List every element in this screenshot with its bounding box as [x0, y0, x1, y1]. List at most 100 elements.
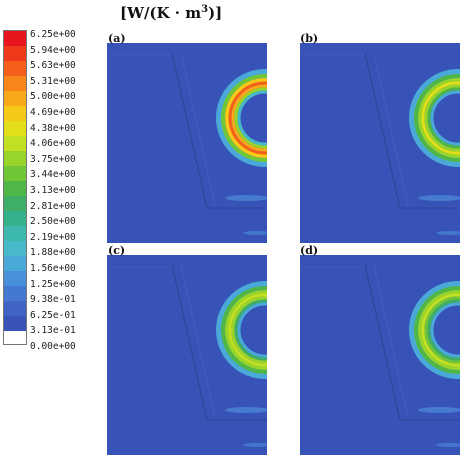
contour-ring [421, 81, 460, 155]
contour-ring [424, 296, 460, 364]
contour-ring [409, 281, 460, 379]
colorbar-segment [4, 256, 26, 271]
colorbar-segment [4, 76, 26, 91]
contour-ring [418, 78, 460, 158]
colorbar-segment [4, 211, 26, 226]
contour-ring [430, 302, 460, 358]
colorbar-tick-label: 6.25e-01 [30, 309, 76, 321]
colorbar-tick-label: 0.00e+00 [30, 341, 76, 352]
colorbar-tick-label: 1.25e+00 [30, 278, 76, 290]
contour-ring [430, 90, 460, 146]
contour-ring [221, 286, 267, 374]
fin-edge-line [364, 52, 401, 209]
colorbar-tick-label: 5.94e+00 [30, 44, 76, 56]
bottom-streak [436, 231, 460, 235]
colorbar-segment [4, 31, 26, 46]
colorbar-segment [4, 106, 26, 121]
panel-a [107, 43, 267, 243]
bottom-streak [436, 443, 460, 447]
fin-edge-line [180, 264, 216, 418]
panel-label-d: (d) [300, 244, 319, 257]
colorbar-segment [4, 241, 26, 256]
contour-ring [228, 293, 267, 367]
panel-d [300, 255, 460, 455]
colorbar-segment [4, 136, 26, 151]
tube-interior [241, 94, 267, 142]
colorbar-segment [4, 226, 26, 241]
colorbar-segment [4, 151, 26, 166]
colorbar-segment [4, 271, 26, 286]
contour-field [107, 43, 267, 243]
contour-ring [418, 290, 460, 370]
contour-ring [221, 74, 267, 162]
colorbar-tick-label: 2.81e+00 [30, 200, 76, 212]
colorbar-segment [4, 301, 26, 316]
colorbar-tick-label: 3.13e-01 [30, 325, 76, 337]
contour-ring [427, 299, 460, 361]
colorbar-tick-label: 1.88e+00 [30, 247, 76, 259]
contour-field [107, 255, 267, 455]
contour-ring [216, 69, 267, 167]
colorbar-tick-label: 4.69e+00 [30, 107, 76, 118]
colorbar-tick-label: 4.06e+00 [30, 138, 76, 150]
bottom-streak [418, 195, 460, 201]
tube-interior [434, 94, 460, 142]
colorbar-segment [4, 316, 26, 331]
contour-ring [237, 90, 267, 146]
contour-ring [237, 302, 267, 358]
colorbar-segment [4, 61, 26, 76]
colorbar-segment [4, 46, 26, 61]
panel-b [300, 43, 460, 243]
colorbar-tick-label: 3.75e+00 [30, 153, 76, 165]
colorbar-tick-label: 5.00e+00 [30, 91, 76, 103]
panel-label-a: (a) [108, 32, 126, 45]
colorbar [3, 30, 27, 345]
panel-label-c: (c) [108, 244, 126, 257]
bottom-streak [418, 407, 460, 413]
bottom-streak [243, 443, 267, 447]
panel-c [107, 255, 267, 455]
fin-edge-line [373, 264, 409, 418]
contour-ring [414, 74, 460, 162]
contour-ring [225, 78, 267, 158]
colorbar-tick-label: 4.38e+00 [30, 122, 76, 134]
bottom-streak [225, 407, 267, 413]
fin-edge-line [171, 52, 208, 209]
contour-ring [234, 299, 267, 361]
colorbar-tick-label: 2.19e+00 [30, 231, 76, 243]
colorbar-segment [4, 196, 26, 211]
colorbar-tick-label: 5.63e+00 [30, 60, 76, 72]
colorbar-segment [4, 121, 26, 136]
contour-ring [231, 296, 267, 364]
colorbar-tick-label: 3.13e+00 [30, 185, 76, 196]
colorbar-tick-label: 6.25e+00 [30, 29, 76, 40]
colorbar-tick-label: 3.44e+00 [30, 169, 76, 181]
fin-edge-line [171, 264, 208, 421]
contour-ring [231, 84, 267, 152]
bottom-streak [225, 195, 267, 201]
contour-ring [424, 84, 460, 152]
colorbar-segment [4, 166, 26, 181]
contour-ring [409, 69, 460, 167]
colorbar-tick-label: 2.50e+00 [30, 216, 76, 228]
colorbar-tick-label: 9.38e-01 [30, 294, 76, 306]
fin-edge-line [373, 52, 409, 206]
contour-ring [421, 293, 460, 367]
colorbar-segment [4, 286, 26, 301]
contour-field [300, 43, 460, 243]
panel-label-b: (b) [300, 32, 319, 45]
contour-ring [225, 290, 267, 370]
contour-ring [234, 87, 267, 149]
contour-ring [427, 87, 460, 149]
colorbar-tick-label: 5.31e+00 [30, 75, 76, 87]
colorbar-segment [4, 91, 26, 106]
tube-interior [434, 306, 460, 354]
contour-field [300, 255, 460, 455]
bottom-streak [243, 231, 267, 235]
fin-edge-line [364, 264, 401, 421]
colorbar-tick-label: 1.56e+00 [30, 263, 76, 274]
fin-edge-line [180, 52, 216, 206]
contour-ring [228, 81, 267, 155]
contour-ring [216, 281, 267, 379]
contour-ring [414, 286, 460, 374]
